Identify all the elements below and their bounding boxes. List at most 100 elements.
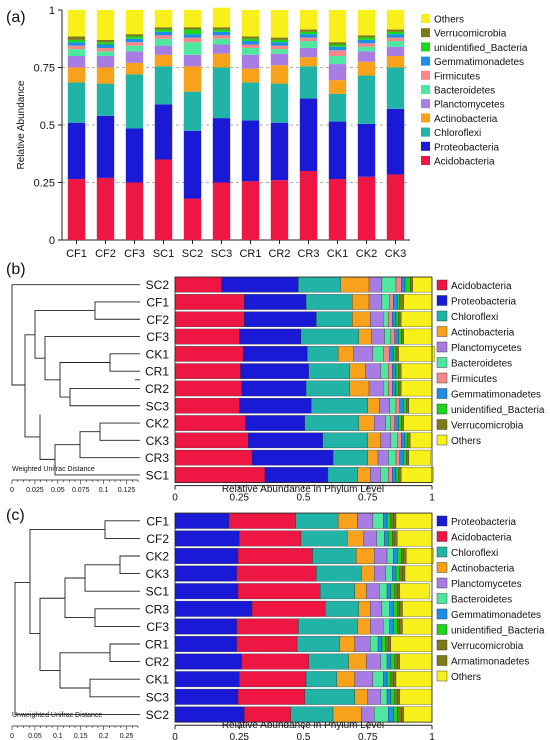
dendrogram-label-b: Weighted Unifrac Distance	[12, 466, 95, 473]
bar-gemmatimonadetes	[389, 618, 394, 635]
dendrogram-branch	[24, 334, 40, 438]
bar-chloroflexi	[125, 74, 144, 129]
bar-unidentified-bacteria	[404, 276, 411, 293]
row-label: CR3	[145, 451, 169, 465]
bar-armatimonadetes	[388, 636, 392, 652]
legend-label: Gemmatimonadetes	[451, 390, 541, 401]
bar-bacteroidetes	[383, 618, 390, 635]
bar-bacteroidetes	[270, 49, 289, 54]
bar-unidentified-bacteria	[393, 706, 398, 723]
bar-proteobacteria	[299, 98, 318, 171]
bar-others	[408, 449, 431, 466]
dendrogram-scale-label: 0.05	[51, 487, 65, 494]
legend-label: Actinobacteria	[451, 564, 515, 575]
bar-acidobacteria	[236, 636, 298, 652]
bar-chloroflexi	[328, 93, 347, 122]
bar-armatimonadetes	[397, 653, 401, 670]
bar-gemmatimonadetes	[328, 46, 347, 51]
bar-actinobacteria	[352, 311, 371, 328]
row-label: CK1	[146, 347, 170, 361]
legend-label: Verrucomicrobia	[451, 641, 524, 652]
bar-acidobacteria	[244, 706, 291, 723]
bar-verrucomicrobia	[410, 276, 413, 293]
bar-chloroflexi	[308, 653, 349, 670]
bar-unidentified-bacteria	[404, 432, 408, 449]
bar-verrucomicrobia	[401, 548, 404, 564]
bar-actinobacteria	[357, 61, 376, 76]
bar-gemmatimonadetes	[392, 311, 397, 328]
bar-gemmatimonadetes	[389, 346, 394, 362]
x-tick-label: 0	[172, 732, 178, 740]
legend-swatch-gemmatimonadetes	[436, 608, 448, 620]
bar-acidobacteria	[174, 432, 249, 449]
bar-unidentified-bacteria	[386, 512, 392, 529]
bar-bacteroidetes	[372, 512, 384, 529]
bar-acidobacteria	[237, 583, 321, 600]
bar-bacteroidetes	[376, 530, 385, 547]
bar-gemmatimonadetes	[384, 530, 389, 547]
bar-gemmatimonadetes	[67, 42, 86, 46]
bar-unidentified-bacteria	[390, 653, 395, 670]
bar-acidobacteria	[241, 653, 309, 670]
bar-proteobacteria	[242, 346, 308, 362]
bar-unidentified-bacteria	[393, 346, 397, 362]
bar-actinobacteria	[354, 583, 367, 600]
row-label: CK2	[146, 417, 170, 431]
legend-label: Acidobacteria	[451, 281, 512, 292]
bar-acidobacteria	[299, 171, 318, 240]
bar-others	[399, 688, 433, 705]
bar-gemmatimonadetes	[383, 671, 388, 688]
bar-actinobacteria	[361, 565, 375, 582]
bar-bacteroidetes	[370, 636, 379, 652]
bar-gemmatimonadetes	[389, 600, 394, 617]
bar-acidobacteria	[251, 600, 326, 617]
legend-label: Bacteroidetes	[451, 359, 512, 370]
bar-unidentified-bacteria	[390, 688, 395, 705]
dendrogram-branch	[14, 581, 140, 715]
bar-acidobacteria	[239, 671, 307, 688]
dendrogram-branch	[99, 422, 140, 441]
legend-label: Chloroflexi	[451, 312, 498, 323]
dendrogram-branch	[34, 310, 95, 359]
legend-swatch-firmicutes	[421, 70, 430, 80]
row-label: CF2	[146, 313, 169, 327]
legend-label: unidentified_Bacteria	[451, 626, 545, 637]
bar-chloroflexi	[312, 548, 357, 564]
legend-label: Verrucomicrobia	[451, 421, 524, 432]
x-tick-label: 0.25	[230, 732, 250, 740]
legend-swatch-proteobacteria	[436, 295, 448, 306]
row-label: CR2	[145, 382, 169, 396]
legend-swatch-actinobacteria	[436, 562, 448, 573]
bar-unidentified-bacteria	[398, 328, 402, 345]
bar-others	[397, 530, 433, 547]
bar-bacteroidetes	[67, 49, 86, 56]
bar-firmicutes	[388, 380, 393, 397]
bar-unidentified-bacteria	[357, 37, 376, 40]
x-tick-label: 0.5	[297, 493, 311, 504]
bar-gemmatimonadetes	[241, 41, 260, 45]
bar-chloroflexi	[212, 67, 231, 119]
bar-chloroflexi	[295, 512, 339, 529]
bar-acidobacteria	[174, 363, 241, 379]
bar-others	[410, 432, 433, 449]
bar-others	[401, 467, 434, 483]
legend-label: Gemmatimonadetes	[451, 610, 541, 621]
dendrogram-branch	[119, 555, 140, 575]
legend-swatch-bacteroidetes	[436, 357, 448, 368]
bar-planctomycetes	[368, 276, 383, 293]
dendrogram-branch	[79, 431, 140, 459]
bar-verrucomicrobia	[328, 42, 347, 45]
legend-label: Planctomycetes	[451, 579, 522, 590]
bar-chloroflexi	[270, 83, 289, 123]
legend-label: Chloroflexi	[451, 548, 498, 559]
x-tick-label: SC1	[153, 248, 174, 260]
bar-verrucomicrobia	[398, 467, 402, 483]
bar-acidobacteria	[174, 449, 253, 466]
bar-bacteroidetes	[385, 565, 393, 582]
bar-others	[403, 706, 433, 723]
legend-swatch-unidentified-bacteria	[421, 42, 430, 52]
bar-actinobacteria	[352, 294, 370, 310]
bar-acidobacteria	[154, 159, 173, 240]
bar-unidentified-bacteria	[154, 29, 173, 32]
bar-proteobacteria	[67, 122, 86, 180]
